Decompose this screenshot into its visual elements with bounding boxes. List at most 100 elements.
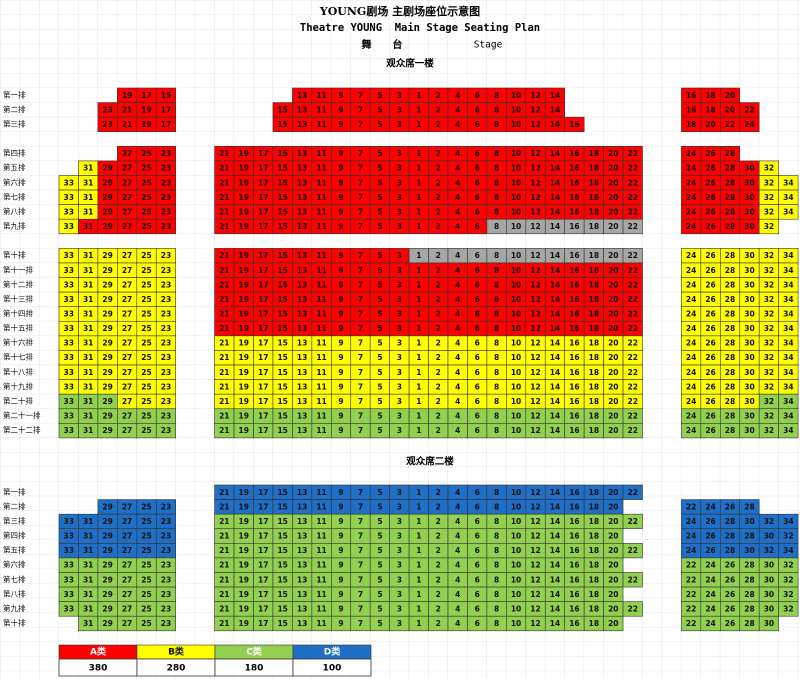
seat-number: 27 xyxy=(122,295,132,304)
seat-number: 30 xyxy=(744,266,754,275)
seat-number: 3 xyxy=(397,105,402,114)
seat-number: 14 xyxy=(550,590,560,599)
seat-number: 26 xyxy=(725,619,735,628)
seat xyxy=(739,116,760,133)
seat-number: 16 xyxy=(569,412,579,421)
seat-number: 1 xyxy=(416,426,421,435)
seat-number: 26 xyxy=(725,575,735,584)
seat-number: 33 xyxy=(64,339,74,348)
seat-number: 5 xyxy=(377,207,382,216)
seat-number: 6 xyxy=(475,368,480,377)
seat-number: 3 xyxy=(397,309,402,318)
seat-number: 28 xyxy=(725,164,735,173)
seat-number: 34 xyxy=(783,280,793,289)
seat-number: 22 xyxy=(628,280,638,289)
seat-number: 5 xyxy=(377,193,382,202)
seat-number: 4 xyxy=(455,207,460,216)
seat-number: 15 xyxy=(277,488,287,497)
seat-number: 20 xyxy=(608,222,618,231)
seat-number: 19 xyxy=(239,193,249,202)
seat xyxy=(155,423,177,439)
seat-number: 26 xyxy=(705,280,715,289)
seat-number: 22 xyxy=(744,105,754,114)
seat-number: 5 xyxy=(377,91,382,100)
seat-number: 7 xyxy=(358,251,363,260)
seat-number: 5 xyxy=(377,120,382,129)
seat-number: 34 xyxy=(783,426,793,435)
seat-number: 15 xyxy=(277,193,287,202)
seat xyxy=(622,218,643,235)
seat-number: 11 xyxy=(316,590,326,599)
seat-number: 20 xyxy=(725,91,735,100)
seat-number: 20 xyxy=(608,488,618,497)
seat-number: 25 xyxy=(141,280,151,289)
seat-number: 28 xyxy=(744,502,754,511)
seat-number: 2 xyxy=(436,105,441,114)
seat-number: 7 xyxy=(358,222,363,231)
seat-number: 32 xyxy=(764,193,774,202)
seat-number: 22 xyxy=(628,397,638,406)
seat-number: 27 xyxy=(122,575,132,584)
seat-number: 12 xyxy=(530,266,540,275)
seat-number: 13 xyxy=(297,120,307,129)
seat-number: 19 xyxy=(239,222,249,231)
seat-number: 21 xyxy=(219,397,229,406)
seat-number: 6 xyxy=(475,266,480,275)
seat-number: 32 xyxy=(764,546,774,555)
seat-number: 22 xyxy=(686,575,696,584)
seat-number: 22 xyxy=(628,222,638,231)
seat-number: 32 xyxy=(764,517,774,526)
seat-number: 10 xyxy=(511,149,521,158)
seat-number: 2 xyxy=(436,164,441,173)
seat-number: 6 xyxy=(475,532,480,541)
seat-number: 4 xyxy=(455,309,460,318)
seat-number: 25 xyxy=(141,426,151,435)
seat-number: 22 xyxy=(628,193,638,202)
seat-number: 3 xyxy=(397,149,402,158)
seat-number: 18 xyxy=(589,382,599,391)
seat-number: 29 xyxy=(102,368,112,377)
seat-number: 9 xyxy=(338,222,343,231)
seat-number: 23 xyxy=(161,324,171,333)
seat-number: 6 xyxy=(475,164,480,173)
seat-number: 4 xyxy=(455,120,460,129)
subtitle: Theatre YOUNG Main Stage Seating Plan xyxy=(300,22,540,34)
seat-number: 5 xyxy=(377,488,382,497)
seat-number: 2 xyxy=(436,619,441,628)
seat-number: 21 xyxy=(219,178,229,187)
seat-number: 31 xyxy=(83,382,93,391)
seat-number: 27 xyxy=(122,546,132,555)
seat-number: 22 xyxy=(725,120,735,129)
seat-number: 23 xyxy=(161,251,171,260)
seat-number: 5 xyxy=(377,532,382,541)
seat-number: 19 xyxy=(239,546,249,555)
seat-number: 13 xyxy=(297,309,307,318)
seat-number: 9 xyxy=(338,532,343,541)
seat-number: 13 xyxy=(297,149,307,158)
seat-number: 24 xyxy=(686,222,696,231)
seat-number: 26 xyxy=(705,222,715,231)
row-label: 第二十一排 xyxy=(3,410,41,420)
seat-number: 18 xyxy=(589,193,599,202)
seat-number: 29 xyxy=(102,546,112,555)
seat-number: 3 xyxy=(397,575,402,584)
seat-number: 20 xyxy=(608,604,618,613)
seat-number: 27 xyxy=(122,353,132,362)
seat-number: 6 xyxy=(475,120,480,129)
seat-number: 33 xyxy=(64,251,74,260)
seat-number: 15 xyxy=(277,280,287,289)
seat-number: 22 xyxy=(628,309,638,318)
seat-number: 20 xyxy=(608,426,618,435)
seat-number: 14 xyxy=(550,207,560,216)
seat-number: 15 xyxy=(277,619,287,628)
seat-number: 11 xyxy=(316,397,326,406)
seat-number: 21 xyxy=(219,266,229,275)
seat-number: 27 xyxy=(122,324,132,333)
seat-number: 7 xyxy=(358,280,363,289)
row-label: 第十排 xyxy=(3,618,26,628)
seat-number: 25 xyxy=(141,339,151,348)
seat-number: 20 xyxy=(608,207,618,216)
seat-number: 15 xyxy=(277,590,287,599)
seat-number: 12 xyxy=(530,517,540,526)
seat-number: 6 xyxy=(475,412,480,421)
